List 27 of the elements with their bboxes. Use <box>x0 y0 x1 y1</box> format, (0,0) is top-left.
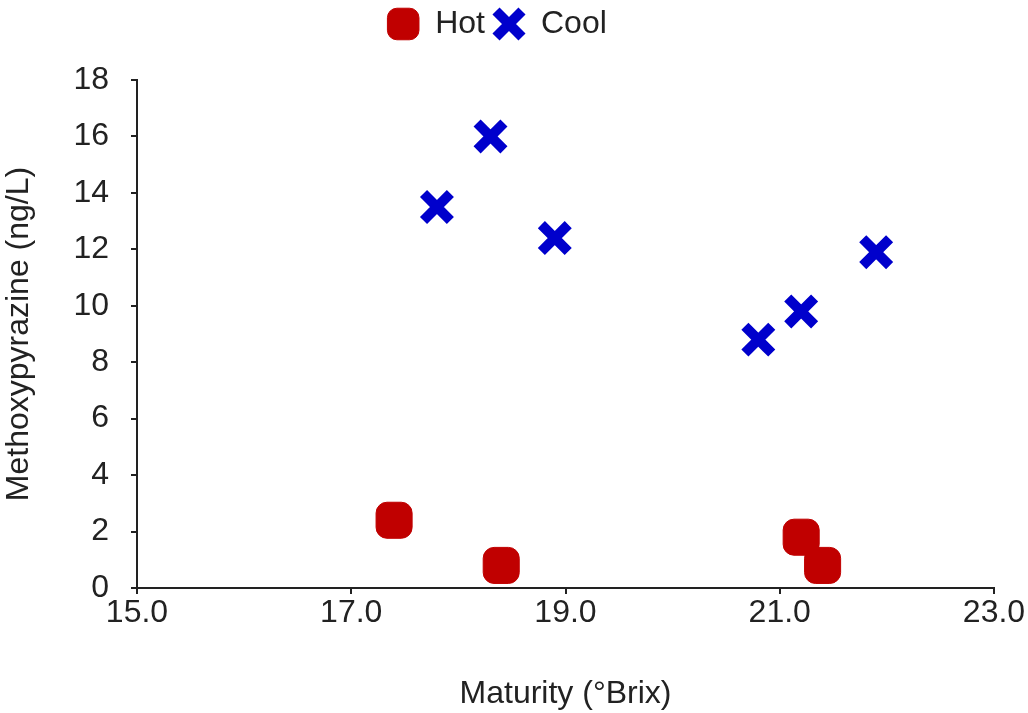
point <box>739 321 777 359</box>
x-tick-label: 21.0 <box>748 593 811 630</box>
point <box>418 188 456 226</box>
x-tick-label: 17.0 <box>320 593 383 630</box>
point <box>375 501 413 539</box>
point <box>536 219 574 257</box>
point <box>857 233 895 271</box>
point <box>482 546 520 584</box>
y-tick-label: 14 <box>73 172 109 209</box>
y-tick-label: 18 <box>73 59 109 96</box>
legend-label: Cool <box>540 3 607 40</box>
y-tick-label: 6 <box>91 398 109 435</box>
y-tick-label: 4 <box>91 454 109 491</box>
y-tick-label: 8 <box>91 342 109 379</box>
y-tick-label: 12 <box>73 229 109 266</box>
point <box>804 546 842 584</box>
x-tick-label: 19.0 <box>534 593 597 630</box>
y-axis-title: Methoxypyrazine (ng/L) <box>0 166 36 502</box>
point <box>782 518 820 556</box>
x-tick-label: 23.0 <box>962 593 1026 630</box>
y-tick-label: 16 <box>73 116 109 153</box>
x-axis-title: Maturity (°Brix) <box>459 673 672 710</box>
y-tick-label: 10 <box>73 285 109 322</box>
legend-label: Hot <box>435 3 486 40</box>
point <box>782 292 820 330</box>
point <box>472 118 509 155</box>
y-tick-label: 2 <box>91 511 109 548</box>
